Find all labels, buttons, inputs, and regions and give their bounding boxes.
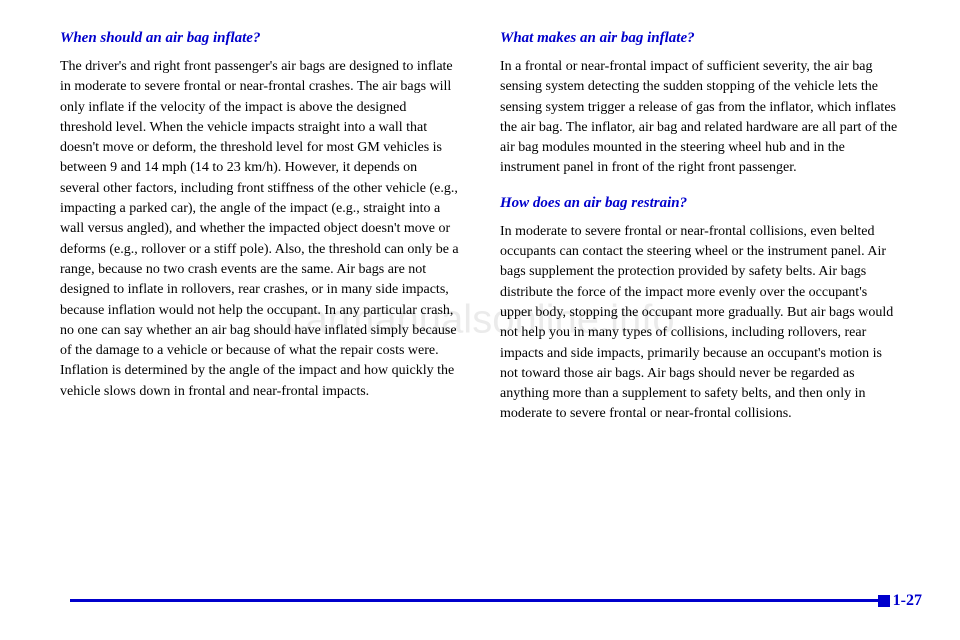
footer-rule-endcap	[878, 595, 890, 607]
section-heading: How does an air bag restrain?	[500, 195, 900, 212]
section-body: In moderate to severe frontal or near-fr…	[500, 222, 900, 425]
section: What makes an air bag inflate? In a fron…	[500, 30, 900, 179]
right-column: What makes an air bag inflate? In a fron…	[500, 30, 900, 441]
left-column: When should an air bag inflate? The driv…	[60, 30, 460, 441]
section: When should an air bag inflate? The driv…	[60, 30, 460, 402]
section-body: In a frontal or near-frontal impact of s…	[500, 57, 900, 179]
manual-page: When should an air bag inflate? The driv…	[0, 0, 960, 640]
section-heading: What makes an air bag inflate?	[500, 30, 900, 47]
column-container: When should an air bag inflate? The driv…	[60, 30, 900, 441]
page-number: 1-27	[893, 592, 922, 610]
section-heading: When should an air bag inflate?	[60, 30, 460, 47]
footer-rule	[70, 599, 890, 602]
section: How does an air bag restrain? In moderat…	[500, 195, 900, 425]
section-body: The driver's and right front passenger's…	[60, 57, 460, 402]
